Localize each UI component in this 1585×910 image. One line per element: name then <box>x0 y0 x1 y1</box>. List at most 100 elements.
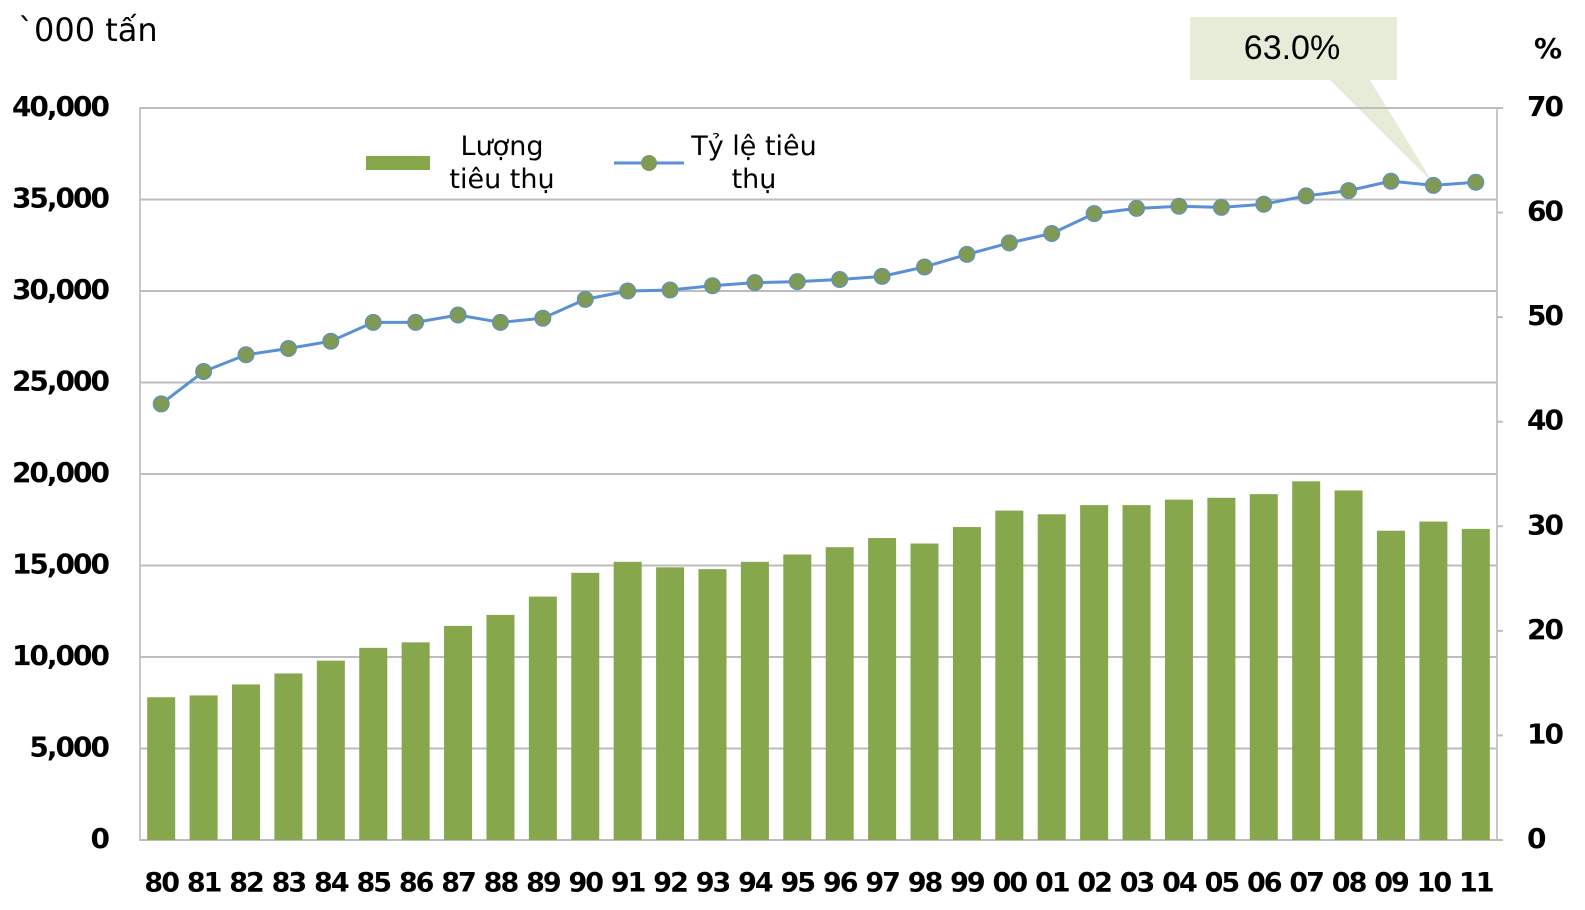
marker <box>152 395 170 413</box>
bar <box>444 625 473 840</box>
x-tick-label: 92 <box>653 868 687 899</box>
bar <box>486 614 515 840</box>
bar <box>783 554 812 840</box>
x-tick-label: 07 <box>1289 868 1323 899</box>
legend-item: Lượng tiêu thụ <box>360 130 578 196</box>
y-tick-label: 0 <box>91 822 110 855</box>
legend: Lượng tiêu thụ Tỷ lệ tiêu thụ <box>360 130 830 196</box>
x-tick-label: 82 <box>229 868 263 899</box>
x-tick-label: 90 <box>568 868 603 899</box>
x-tick-label: 03 <box>1120 868 1154 899</box>
x-tick-label: 86 <box>399 868 434 899</box>
x-tick-label: 91 <box>611 868 645 899</box>
marker <box>1170 197 1188 215</box>
marker <box>364 313 382 331</box>
bar <box>656 567 685 840</box>
y2-tick-label: 50 <box>1527 299 1563 332</box>
marker <box>279 340 297 358</box>
bar <box>1419 521 1448 840</box>
marker <box>1382 172 1400 190</box>
x-tick-label: 80 <box>144 868 179 899</box>
x-tick-label: 11 <box>1459 868 1493 899</box>
y-tick-label: 10,000 <box>12 639 110 672</box>
bar <box>232 684 261 840</box>
x-tick-label: 83 <box>272 868 306 899</box>
bar <box>189 695 218 840</box>
y-tick-label: 5,000 <box>29 731 109 764</box>
marker <box>322 332 340 350</box>
bar <box>359 647 388 840</box>
y-axis-label: `000 tấn <box>18 11 158 49</box>
x-tick-label: 98 <box>908 868 943 899</box>
marker <box>619 282 637 300</box>
bar <box>1122 505 1151 840</box>
marker <box>1000 234 1018 252</box>
marker <box>1085 205 1103 223</box>
y2-tick-label: 0 <box>1527 822 1546 855</box>
x-tick-label: 08 <box>1332 868 1367 899</box>
bar <box>528 596 557 840</box>
bar <box>1334 490 1363 840</box>
bar <box>613 561 642 840</box>
bar <box>1249 494 1278 840</box>
x-tick-label: 84 <box>314 868 349 899</box>
marker <box>831 270 849 288</box>
marker <box>661 281 679 299</box>
bar <box>571 572 600 840</box>
x-tick-label: 06 <box>1247 868 1282 899</box>
marker <box>576 290 594 308</box>
callout-text: 63.0% <box>1244 29 1340 67</box>
bar <box>698 569 727 840</box>
x-tick-label: 10 <box>1417 868 1452 899</box>
x-tick-label: 93 <box>696 868 730 899</box>
marker <box>788 273 806 291</box>
marker <box>746 274 764 292</box>
bar <box>1376 530 1405 840</box>
y-tick-label: 25,000 <box>12 365 110 398</box>
x-tick-label: 87 <box>441 868 475 899</box>
bar <box>1080 505 1109 840</box>
bar <box>910 543 939 840</box>
marker <box>703 277 721 295</box>
marker <box>916 258 934 276</box>
y-tick-label: 15,000 <box>12 548 110 581</box>
marker <box>873 267 891 285</box>
legend-label: Tỷ lệ tiêu thụ <box>691 131 817 195</box>
bar <box>1461 528 1490 840</box>
bar <box>825 547 854 840</box>
x-tick-label: 99 <box>950 868 985 899</box>
bar <box>147 697 176 840</box>
legend-marker <box>641 155 657 171</box>
bar <box>868 538 897 840</box>
x-tick-label: 89 <box>526 868 561 899</box>
bar <box>1207 497 1236 840</box>
x-tick-label: 97 <box>865 868 899 899</box>
marker <box>1255 195 1273 213</box>
y2-tick-label: 10 <box>1527 717 1563 750</box>
marker <box>195 363 213 381</box>
x-tick-label: 05 <box>1205 868 1239 899</box>
y-tick-label: 35,000 <box>12 182 110 215</box>
bar <box>995 510 1024 840</box>
legend-bar-swatch <box>366 156 430 170</box>
line <box>160 179 1476 406</box>
marker <box>237 346 255 364</box>
marker <box>1340 182 1358 200</box>
marker <box>407 313 425 331</box>
marker <box>534 309 552 327</box>
x-tick-label: 94 <box>738 868 773 899</box>
marker <box>449 306 467 324</box>
y2-tick-label: 20 <box>1527 613 1563 646</box>
bar <box>1164 499 1193 840</box>
y2-tick-label: 60 <box>1527 195 1563 228</box>
y-tick-label: 30,000 <box>12 273 110 306</box>
y2-tick-label: 40 <box>1527 404 1563 437</box>
x-tick-label: 09 <box>1374 868 1409 899</box>
bar <box>316 660 345 840</box>
x-tick-label: 96 <box>823 868 858 899</box>
y-tick-label: 40,000 <box>12 90 110 123</box>
marker <box>491 313 509 331</box>
bar <box>952 527 981 840</box>
callout <box>1190 17 1433 183</box>
x-tick-label: 85 <box>356 868 390 899</box>
